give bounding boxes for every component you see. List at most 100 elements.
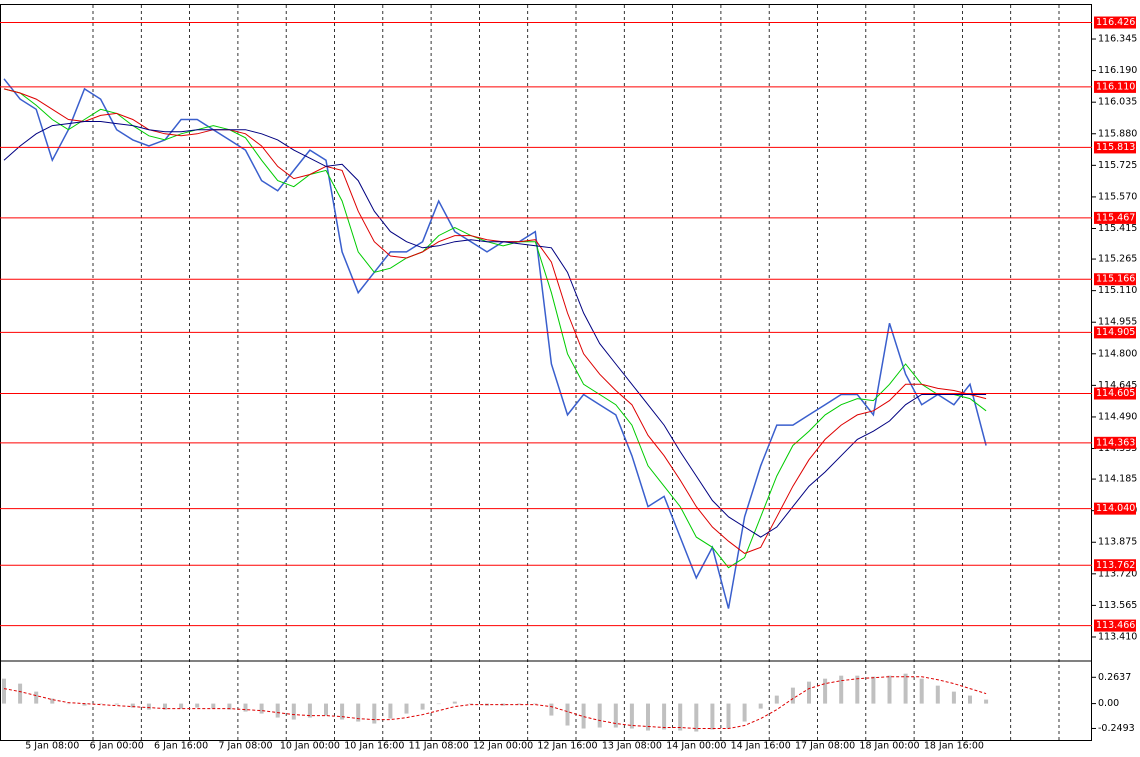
histogram-bar [517, 703, 522, 705]
level-label: 114.905 [1096, 327, 1135, 338]
level-tag [1094, 559, 1136, 572]
level-tag [1094, 619, 1136, 632]
x-tick-label: 12 Jan 16:00 [537, 741, 597, 752]
y-tick-label: 113.875 [1098, 537, 1137, 548]
x-tick-label: 18 Jan 16:00 [924, 741, 984, 752]
histogram-bar [179, 703, 184, 709]
level-label: 115.166 [1096, 274, 1135, 285]
histogram-bar [468, 703, 473, 705]
histogram-bar [259, 703, 264, 714]
level-tag [1094, 436, 1136, 449]
histogram-bar [34, 691, 39, 704]
level-label: 114.040 [1096, 503, 1135, 514]
y-tick-label: 114.490 [1098, 411, 1137, 422]
level-tag [1094, 211, 1136, 224]
histogram-bar [340, 703, 345, 720]
level-tag [1094, 502, 1136, 515]
level-label: 113.762 [1096, 560, 1135, 571]
histogram-bar [951, 691, 956, 704]
y-tick-label: 114.800 [1098, 348, 1137, 359]
histogram-bar [50, 698, 55, 704]
y-tick-label: 115.725 [1098, 160, 1137, 171]
price-line [3, 121, 987, 538]
y-tick-label: 115.110 [1098, 285, 1137, 296]
histogram-bar [935, 685, 940, 704]
histogram-bar [114, 703, 119, 705]
x-tick-label: 14 Jan 00:00 [666, 741, 726, 752]
level-tag [1094, 80, 1136, 93]
x-tick-label: 18 Jan 00:00 [859, 741, 919, 752]
x-tick-label: 5 Jan 08:00 [25, 741, 79, 752]
histogram-bar [581, 703, 586, 729]
histogram-bar [678, 703, 683, 731]
y-tick-label: 0.00 [1098, 698, 1119, 709]
histogram-bar [968, 695, 972, 704]
histogram-bar [629, 703, 634, 729]
x-tick-label: 10 Jan 16:00 [344, 741, 404, 752]
histogram-bar [613, 703, 618, 728]
level-tag [1094, 273, 1136, 286]
histogram-bar [82, 703, 87, 706]
histogram-bar [887, 675, 892, 704]
y-tick-label: 116.190 [1098, 65, 1137, 76]
histogram-bar [324, 703, 328, 716]
histogram-bar [307, 703, 312, 718]
x-tick-label: 14 Jan 16:00 [731, 741, 791, 752]
histogram-bar [404, 703, 409, 714]
histogram-bar [839, 675, 844, 704]
histogram-bar [195, 703, 200, 708]
histogram-bar [549, 703, 554, 716]
histogram-bar [452, 701, 457, 704]
histogram-bar [790, 687, 795, 704]
price-line [3, 88, 987, 569]
histogram-bar [710, 703, 715, 730]
signal-line [3, 676, 987, 729]
level-label: 116.426 [1096, 17, 1135, 28]
histogram-bar [163, 703, 167, 710]
y-tick-label: 115.415 [1098, 223, 1137, 234]
histogram-bar [726, 703, 731, 729]
histogram-bar [211, 703, 216, 709]
y-tick-label: 115.570 [1098, 191, 1137, 202]
histogram-bar [356, 703, 361, 722]
histogram-bar [871, 676, 876, 704]
histogram-bar [372, 703, 377, 724]
level-label: 113.466 [1096, 620, 1135, 631]
histogram-bar [436, 703, 441, 705]
histogram-bar [388, 703, 393, 719]
y-tick-label: 114.955 [1098, 317, 1137, 328]
histogram-bar [984, 699, 989, 704]
level-tag [1094, 141, 1136, 154]
level-label: 115.813 [1096, 142, 1135, 153]
histogram-bar [98, 703, 103, 705]
level-tag [1094, 326, 1136, 339]
y-tick-label: 114.645 [1098, 380, 1137, 391]
plot-frame [0, 4, 1092, 741]
x-tick-label: 6 Jan 00:00 [90, 741, 144, 752]
x-tick-label: 7 Jan 08:00 [218, 741, 272, 752]
histogram-bar [646, 703, 650, 731]
y-tick-label: 113.720 [1098, 568, 1137, 579]
x-tick-label: 11 Jan 08:00 [409, 741, 469, 752]
price-line [3, 78, 987, 609]
histogram-bar [130, 703, 135, 708]
histogram-bar [855, 675, 860, 704]
x-tick-label: 6 Jan 16:00 [154, 741, 208, 752]
level-tag [1094, 387, 1136, 400]
x-tick-label: 12 Jan 00:00 [473, 741, 533, 752]
y-tick-label: 0.2637 [1098, 672, 1131, 683]
y-tick-label: 115.265 [1098, 254, 1137, 265]
histogram-bar [18, 683, 23, 704]
level-label: 114.363 [1096, 437, 1135, 448]
y-tick-label: -0.2493 [1098, 723, 1135, 734]
histogram-bar [823, 678, 828, 704]
level-label: 116.110 [1096, 81, 1135, 92]
histogram-bar [807, 681, 811, 704]
level-label: 114.605 [1096, 388, 1135, 399]
histogram-bar [533, 703, 538, 705]
histogram-bar [227, 703, 232, 710]
histogram-bar [903, 673, 908, 704]
histogram-bar [66, 703, 71, 705]
histogram-bar [662, 703, 667, 730]
histogram-bar [597, 703, 602, 728]
